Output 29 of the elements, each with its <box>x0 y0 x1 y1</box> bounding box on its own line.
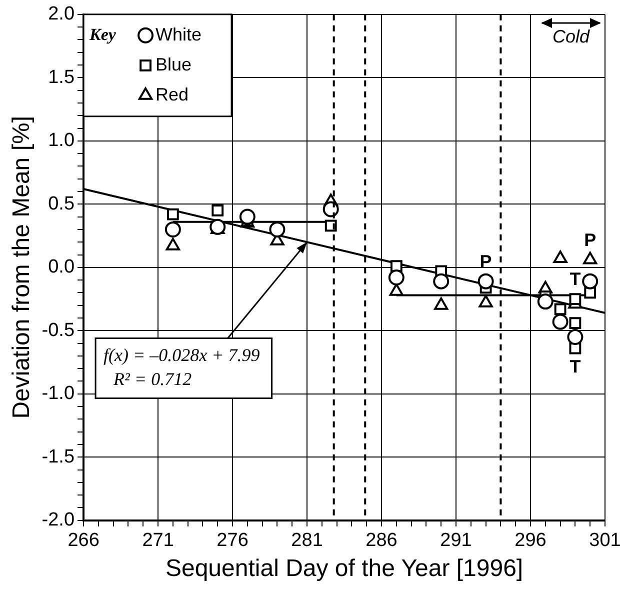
y-tick-label: -1.5 <box>42 446 75 468</box>
x-tick-label: 291 <box>440 530 472 552</box>
x-tick-label: 286 <box>366 530 398 552</box>
annotation: T <box>570 356 581 376</box>
y-tick-label: 1.5 <box>48 66 75 88</box>
x-tick-label: 301 <box>589 530 621 552</box>
legend-label: White <box>156 24 202 44</box>
x-tick-label: 266 <box>68 530 100 552</box>
x-tick-label: 276 <box>216 530 248 552</box>
annotation: Cold <box>552 26 590 46</box>
y-tick-label: -1.0 <box>42 383 75 404</box>
annotation: T <box>570 268 581 289</box>
y-tick-label: 0.0 <box>48 256 75 278</box>
legend-title: Key <box>88 24 116 44</box>
x-tick-label: 296 <box>514 530 546 552</box>
x-tick-label: 271 <box>142 530 174 552</box>
annotation: f(x) = –0.028x + 7.99 R² = 0.712 <box>104 344 260 389</box>
x-axis-title: Sequential Day of the Year [1996] <box>165 555 524 582</box>
y-tick-label: -2.0 <box>42 510 75 531</box>
y-tick-label: 0.5 <box>48 193 75 214</box>
y-axis-title: Deviation from the Mean [%] <box>8 116 36 419</box>
annotation: P <box>584 230 596 250</box>
y-tick-label: -0.5 <box>42 320 75 341</box>
y-tick-label: 2.0 <box>48 4 75 25</box>
legend-label: Red <box>156 84 189 104</box>
y-tick-label: 1.0 <box>48 130 75 152</box>
legend-label: Blue <box>156 54 192 74</box>
x-tick-label: 281 <box>291 530 323 552</box>
annotation: P <box>480 251 492 272</box>
